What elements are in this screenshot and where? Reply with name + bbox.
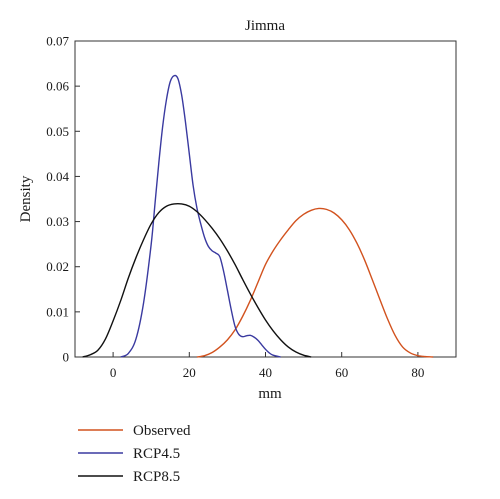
x-axis-ticks: 0 20 40 60 80 [110,352,424,380]
y-tick-label: 0.05 [46,124,69,139]
chart-title: Jimma [245,18,285,34]
y-tick-label: 0.03 [46,214,69,229]
y-axis-label: Density [18,175,34,222]
x-tick-label: 40 [259,365,272,380]
series-line-rcp8-5 [82,202,312,358]
y-tick-label: 0.01 [46,304,69,319]
y-axis-ticks: 0 0.01 0.02 0.03 0.04 0.05 0.06 0.07 [46,34,80,365]
plot-frame [74,40,457,358]
legend-label-observed: Observed [133,423,191,439]
y-tick-label: 0.07 [46,34,69,49]
legend-label-rcp4-5: RCP4.5 [133,446,180,462]
y-tick-label: 0.02 [46,259,69,274]
series-line-rcp4-5 [120,74,281,358]
x-axis-label: mm [258,386,282,402]
series-line-observed [196,207,434,358]
legend-label-rcp8-5: RCP8.5 [133,469,180,485]
x-tick-label: 20 [183,365,196,380]
y-tick-label: 0.04 [46,169,69,184]
x-tick-label: 0 [110,365,117,380]
y-tick-label: 0 [63,350,70,365]
x-tick-label: 80 [411,365,424,380]
y-tick-label: 0.06 [46,79,69,94]
x-tick-label: 60 [335,365,348,380]
series-lines [82,74,434,358]
legend: Observed RCP4.5 RCP8.5 [78,423,191,485]
